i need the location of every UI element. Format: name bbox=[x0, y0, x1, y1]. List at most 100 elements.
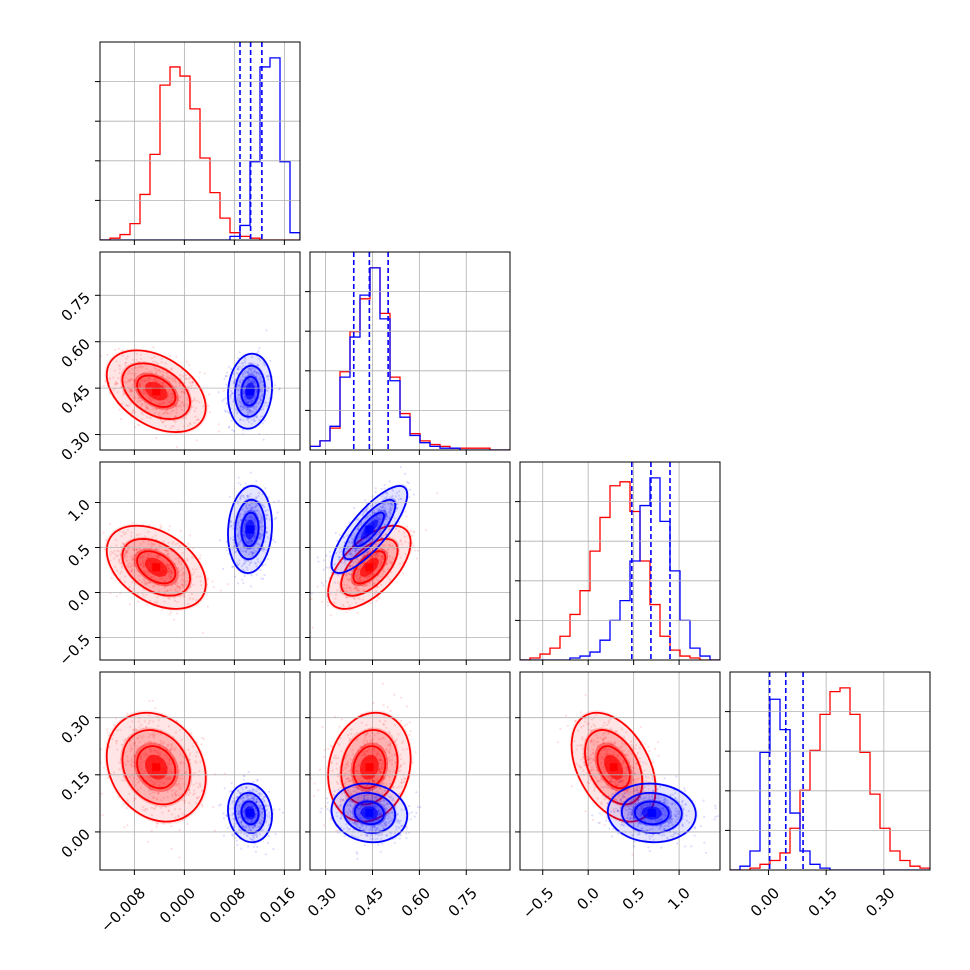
red-scatter-point bbox=[155, 547, 158, 551]
blue-scatter-point bbox=[245, 400, 248, 403]
red-scatter-point bbox=[171, 396, 175, 399]
blue-scatter-point bbox=[257, 788, 261, 791]
blue-scatter-point bbox=[244, 396, 247, 399]
red-scatter-point bbox=[355, 770, 358, 773]
blue-scatter-point bbox=[232, 812, 235, 815]
blue-scatter-point bbox=[383, 509, 386, 512]
red-scatter-point bbox=[138, 734, 141, 738]
red-scatter-point bbox=[194, 415, 197, 418]
red-scatter-point bbox=[193, 771, 197, 774]
red-scatter-point bbox=[114, 383, 117, 386]
red-scatter-point bbox=[363, 743, 367, 746]
red-scatter-point bbox=[367, 584, 370, 587]
blue-scatter-point bbox=[399, 465, 402, 469]
red-scatter-point bbox=[381, 736, 384, 739]
red-scatter-point bbox=[178, 587, 182, 590]
red-scatter-point bbox=[372, 583, 375, 586]
blue-scatter-point bbox=[222, 817, 226, 820]
blue-scatter-point bbox=[230, 390, 233, 393]
red-scatter-point bbox=[148, 714, 151, 717]
blue-scatter-point bbox=[232, 522, 235, 525]
blue-scatter-point bbox=[253, 516, 256, 519]
blue-scatter-point bbox=[391, 494, 394, 497]
blue-scatter-point bbox=[260, 812, 263, 815]
red-scatter-point bbox=[139, 562, 142, 565]
red-scatter-point bbox=[188, 381, 191, 384]
blue-scatter-point bbox=[261, 813, 264, 816]
red-scatter-point bbox=[368, 582, 371, 585]
red-scatter-point bbox=[354, 549, 357, 552]
red-scatter-point bbox=[141, 592, 144, 595]
red-scatter-point bbox=[175, 794, 178, 797]
red-scatter-point bbox=[129, 763, 133, 766]
blue-scatter-point bbox=[250, 540, 253, 543]
red-scatter-point bbox=[128, 562, 131, 565]
red-scatter-point bbox=[115, 383, 118, 386]
red-scatter-point bbox=[384, 719, 387, 723]
blue-scatter-point bbox=[255, 375, 258, 378]
red-scatter-point bbox=[211, 580, 214, 583]
blue-scatter-point bbox=[254, 842, 257, 845]
red-scatter-point bbox=[114, 382, 117, 385]
red-scatter-point bbox=[355, 585, 358, 589]
red-scatter-point bbox=[351, 782, 354, 785]
red-scatter-point bbox=[378, 787, 381, 790]
blue-scatter-point bbox=[223, 787, 226, 790]
red-scatter-point bbox=[126, 564, 129, 567]
blue-scatter-point bbox=[245, 520, 248, 523]
red-scatter-point bbox=[104, 380, 107, 383]
red-scatter-point bbox=[166, 777, 169, 780]
red-scatter-point bbox=[168, 571, 171, 574]
red-scatter-point bbox=[219, 589, 222, 592]
red-scatter-point bbox=[125, 404, 128, 407]
blue-scatter-point bbox=[247, 542, 250, 545]
red-scatter-point bbox=[139, 786, 142, 789]
red-scatter-point bbox=[171, 378, 174, 381]
red-scatter-point bbox=[125, 361, 128, 364]
red-scatter-point bbox=[189, 534, 192, 537]
red-scatter-point bbox=[380, 558, 383, 561]
red-scatter-point bbox=[412, 544, 415, 547]
red-scatter-point bbox=[353, 587, 356, 590]
blue-scatter-point bbox=[377, 509, 380, 512]
red-scatter-point bbox=[150, 398, 153, 401]
blue-scatter-point bbox=[255, 532, 258, 535]
blue-scatter-point bbox=[249, 829, 252, 832]
blue-scatter-point bbox=[335, 552, 338, 555]
red-scatter-point bbox=[174, 421, 177, 424]
blue-scatter-point bbox=[244, 371, 247, 374]
red-scatter-point bbox=[184, 772, 187, 775]
blue-scatter-point bbox=[259, 389, 262, 392]
blue-scatter-point bbox=[256, 372, 259, 375]
red-scatter-point bbox=[349, 564, 352, 567]
red-scatter-point bbox=[326, 601, 329, 604]
red-scatter-point bbox=[156, 554, 159, 558]
red-scatter-point bbox=[138, 365, 141, 368]
red-scatter-point bbox=[183, 404, 186, 407]
red-scatter-point bbox=[357, 764, 360, 767]
red-scatter-point bbox=[182, 585, 185, 589]
red-scatter-point bbox=[159, 418, 163, 422]
red-scatter-point bbox=[123, 554, 126, 557]
blue-scatter-point bbox=[251, 411, 254, 414]
red-scatter-point bbox=[362, 750, 365, 753]
blue-scatter-point bbox=[248, 516, 251, 519]
red-scatter-point bbox=[165, 757, 168, 760]
red-scatter-point bbox=[102, 766, 105, 769]
red-scatter-point bbox=[381, 766, 384, 769]
blue-scatter-point bbox=[377, 521, 380, 524]
blue-scatter-point bbox=[241, 788, 245, 791]
red-scatter-point bbox=[156, 792, 159, 795]
blue-scatter-point bbox=[239, 518, 242, 521]
blue-scatter-point bbox=[347, 541, 351, 544]
red-scatter-point bbox=[164, 580, 167, 583]
red-scatter-point bbox=[161, 583, 164, 586]
red-scatter-point bbox=[411, 761, 414, 764]
blue-scatter-point bbox=[266, 841, 270, 844]
red-scatter-point bbox=[150, 829, 153, 832]
red-scatter-point bbox=[161, 402, 165, 405]
red-scatter-point bbox=[397, 733, 400, 736]
red-scatter-point bbox=[137, 396, 140, 400]
red-scatter-point bbox=[130, 388, 133, 391]
red-scatter-point bbox=[116, 554, 119, 557]
